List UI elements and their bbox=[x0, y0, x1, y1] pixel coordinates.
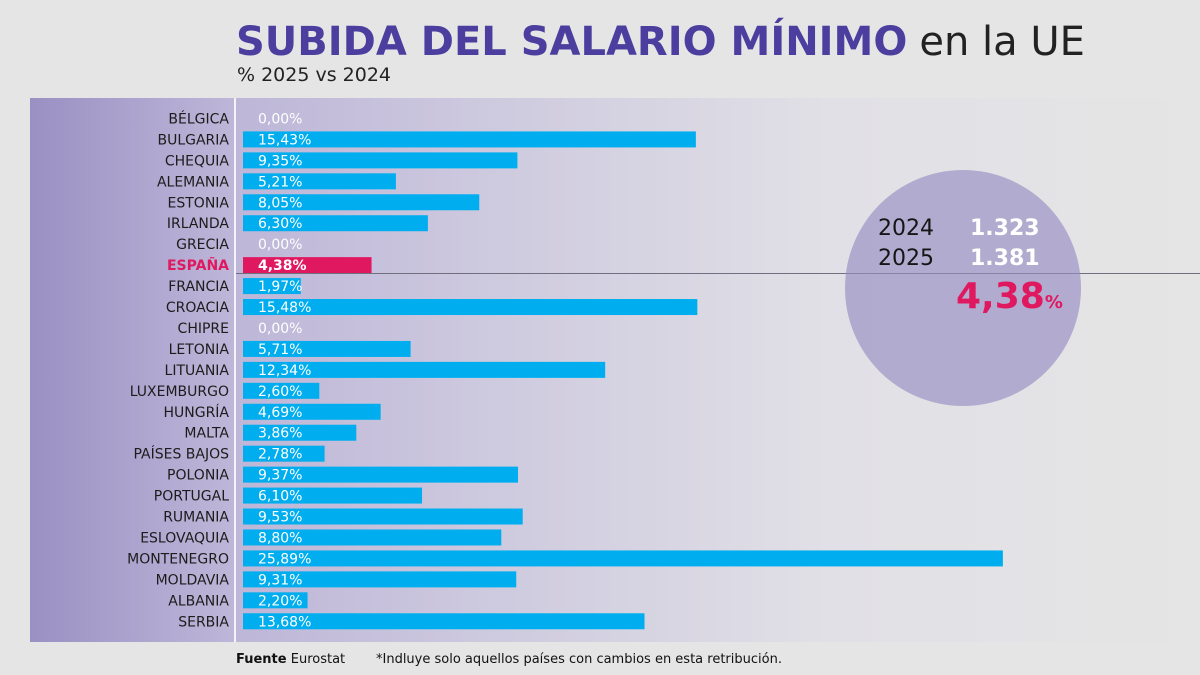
value-label-malta: 3,86% bbox=[258, 426, 302, 442]
value-label-eslovaquia: 8,80% bbox=[258, 530, 302, 546]
chart-title: SUBIDA DEL SALARIO MÍNIMO en la UE bbox=[236, 18, 1085, 66]
category-label-croacia: CROACIA bbox=[166, 300, 230, 316]
title-bold: SUBIDA DEL SALARIO MÍNIMO bbox=[236, 19, 908, 65]
value-label-lituania: 12,34% bbox=[258, 363, 311, 379]
value-label-moldavia: 9,31% bbox=[258, 572, 302, 588]
bar-malta bbox=[243, 424, 357, 441]
value-label-belgica: 0,00% bbox=[258, 111, 302, 127]
spain-reference-line bbox=[236, 273, 1200, 274]
bar-estonia bbox=[243, 194, 480, 211]
category-label-hungria: HUNGRÍA bbox=[163, 404, 229, 421]
category-label-estonia: ESTONIA bbox=[168, 195, 230, 211]
value-label-chequia: 9,35% bbox=[258, 153, 302, 169]
category-label-portugal: PORTUGAL bbox=[154, 489, 229, 505]
title-light: en la UE bbox=[919, 19, 1085, 65]
value-label-portugal: 6,10% bbox=[258, 489, 302, 505]
category-label-letonia: LETONIA bbox=[169, 342, 230, 358]
category-label-luxemburgo: LUXEMBURGO bbox=[130, 384, 229, 400]
category-label-grecia: GRECIA bbox=[176, 237, 229, 253]
value-label-albania: 2,20% bbox=[258, 593, 302, 609]
value-label-grecia: 0,00% bbox=[258, 237, 302, 253]
bar-moldavia bbox=[243, 571, 517, 588]
footer-source-name: Eurostat bbox=[290, 652, 346, 667]
category-label-polonia: POLONIA bbox=[167, 468, 229, 484]
bar-francia bbox=[243, 278, 301, 295]
chart-axis-line bbox=[234, 98, 236, 642]
category-label-lituania: LITUANIA bbox=[165, 363, 230, 379]
spain-callout-bubble bbox=[845, 170, 1081, 406]
bar-lituania bbox=[243, 361, 606, 378]
category-label-eslovaquia: ESLOVAQUIA bbox=[140, 530, 229, 546]
category-label-rumania: RUMANIA bbox=[163, 510, 229, 526]
value-label-estonia: 8,05% bbox=[258, 195, 302, 211]
callout-year-2025: 2025 bbox=[878, 246, 934, 271]
callout-pct-symbol: % bbox=[1044, 292, 1063, 313]
category-label-francia: FRANCIA bbox=[168, 279, 229, 295]
bar-alemania bbox=[243, 173, 396, 190]
value-label-paises-bajos: 2,78% bbox=[258, 447, 302, 463]
bar-bulgaria bbox=[243, 131, 696, 148]
category-label-moldavia: MOLDAVIA bbox=[156, 572, 230, 588]
value-label-letonia: 5,71% bbox=[258, 342, 302, 358]
bar-portugal bbox=[243, 487, 423, 504]
category-label-albania: ALBANIA bbox=[168, 593, 229, 609]
value-label-polonia: 9,37% bbox=[258, 468, 302, 484]
category-label-chequia: CHEQUIA bbox=[165, 153, 230, 169]
callout-value-2024: 1.323 bbox=[970, 216, 1040, 241]
category-label-paises-bajos: PAÍSES BAJOS bbox=[133, 446, 229, 463]
footer-note: *Indluye solo aquellos países con cambio… bbox=[376, 652, 782, 667]
value-label-croacia: 15,48% bbox=[258, 300, 311, 316]
value-label-rumania: 9,53% bbox=[258, 510, 302, 526]
bar-rumania bbox=[243, 508, 523, 525]
footer-source: Fuente Eurostat bbox=[236, 652, 345, 667]
bar-luxemburgo bbox=[243, 382, 320, 399]
bar-hungria bbox=[243, 403, 381, 420]
value-label-chipre: 0,00% bbox=[258, 321, 302, 337]
bar-paises-bajos bbox=[243, 445, 325, 462]
bar-albania bbox=[243, 592, 308, 609]
category-label-chipre: CHIPRE bbox=[178, 321, 229, 337]
bar-letonia bbox=[243, 340, 411, 357]
category-label-serbia: SERBIA bbox=[178, 614, 229, 630]
bar-irlanda bbox=[243, 215, 428, 232]
category-label-alemania: ALEMANIA bbox=[157, 174, 229, 190]
bar-polonia bbox=[243, 466, 519, 483]
value-label-hungria: 4,69% bbox=[258, 405, 302, 421]
bar-eslovaquia bbox=[243, 529, 502, 546]
chart-subtitle: % 2025 vs 2024 bbox=[237, 64, 392, 86]
bar-espana bbox=[243, 257, 372, 274]
category-label-malta: MALTA bbox=[184, 426, 229, 442]
value-label-alemania: 5,21% bbox=[258, 174, 302, 190]
callout-year-2024: 2024 bbox=[878, 216, 934, 241]
category-label-espana: ESPAÑA bbox=[167, 257, 229, 274]
value-label-francia: 1,97% bbox=[258, 279, 302, 295]
value-label-espana: 4,38% bbox=[258, 258, 307, 274]
value-label-irlanda: 6,30% bbox=[258, 216, 302, 232]
category-label-irlanda: IRLANDA bbox=[167, 216, 230, 232]
value-label-montenegro: 25,89% bbox=[258, 551, 311, 567]
callout-pct-number: 4,38 bbox=[956, 276, 1045, 317]
bar-chequia bbox=[243, 152, 518, 169]
callout-value-2025: 1.381 bbox=[970, 246, 1040, 271]
callout-percentage: 4,38% bbox=[956, 276, 1063, 317]
value-label-luxemburgo: 2,60% bbox=[258, 384, 302, 400]
bar-croacia bbox=[243, 299, 698, 316]
category-label-montenegro: MONTENEGRO bbox=[127, 551, 229, 567]
value-label-serbia: 13,68% bbox=[258, 614, 311, 630]
bar-montenegro bbox=[243, 550, 1003, 567]
category-label-bulgaria: BULGARIA bbox=[157, 132, 229, 148]
value-label-bulgaria: 15,43% bbox=[258, 132, 311, 148]
category-label-belgica: BÉLGICA bbox=[168, 110, 229, 127]
footer-source-label: Fuente bbox=[236, 652, 287, 667]
bar-serbia bbox=[243, 613, 645, 630]
